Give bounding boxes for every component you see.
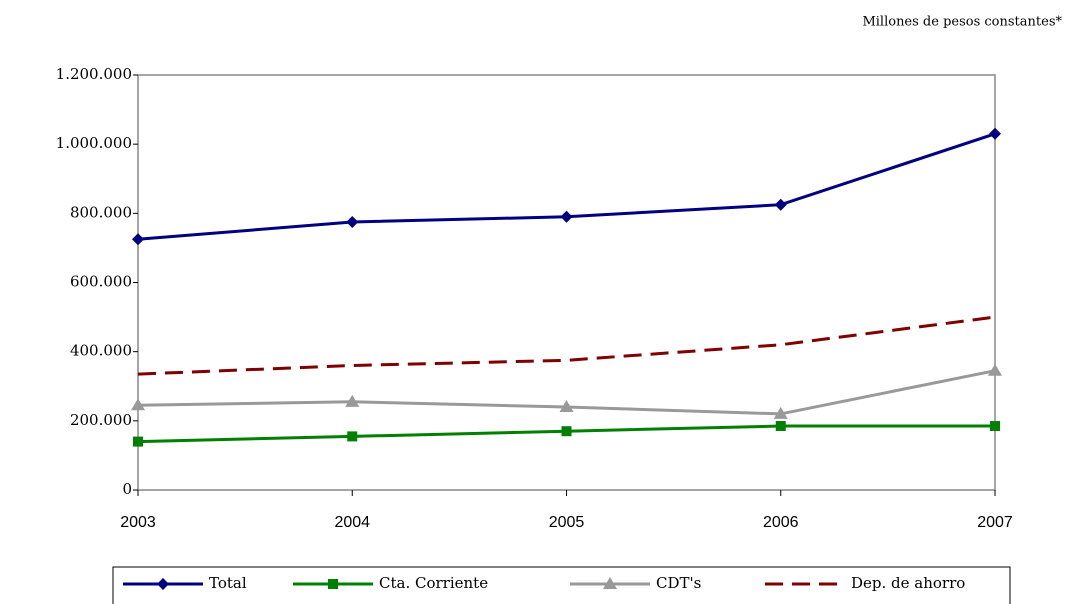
legend-box — [112, 566, 1011, 604]
marker — [131, 398, 145, 411]
y-tick-label: 600.000 — [70, 273, 132, 291]
marker — [988, 363, 1002, 376]
marker — [561, 426, 572, 437]
legend-label: Dep. de ahorro — [851, 574, 965, 592]
x-tick-label: 2007 — [977, 514, 1013, 531]
marker — [559, 400, 574, 412]
legend-label: CDT's — [656, 574, 701, 592]
legend-marker — [157, 578, 169, 590]
legend-marker — [328, 579, 338, 589]
marker — [774, 198, 787, 211]
marker — [773, 406, 788, 419]
x-tick-label: 2006 — [763, 514, 799, 531]
x-tick-label: 2004 — [334, 514, 370, 531]
marker — [560, 210, 573, 223]
marker — [989, 127, 1001, 140]
marker — [347, 431, 358, 442]
marker — [345, 394, 360, 407]
legend-label: Total — [209, 574, 247, 592]
y-tick-label: 800.000 — [70, 203, 132, 221]
marker — [346, 215, 359, 228]
series-line — [137, 315, 996, 376]
y-tick-label: 0 — [122, 480, 132, 498]
chart-subtitle: Millones de pesos constantes* — [862, 15, 1062, 30]
legend-marker — [603, 577, 617, 589]
marker — [132, 233, 144, 246]
series-line — [137, 132, 996, 241]
legend-label: Cta. Corriente — [379, 574, 488, 592]
y-tick-label: 200.000 — [70, 411, 132, 429]
y-tick-label: 1.000.000 — [56, 134, 132, 152]
x-tick-label: 2005 — [549, 514, 585, 531]
marker — [133, 436, 143, 447]
y-tick-label: 1.200.000 — [56, 65, 132, 83]
marker — [775, 421, 786, 432]
x-tick-label: 2003 — [120, 514, 156, 531]
y-tick-label: 400.000 — [70, 342, 132, 360]
marker — [990, 421, 1000, 432]
